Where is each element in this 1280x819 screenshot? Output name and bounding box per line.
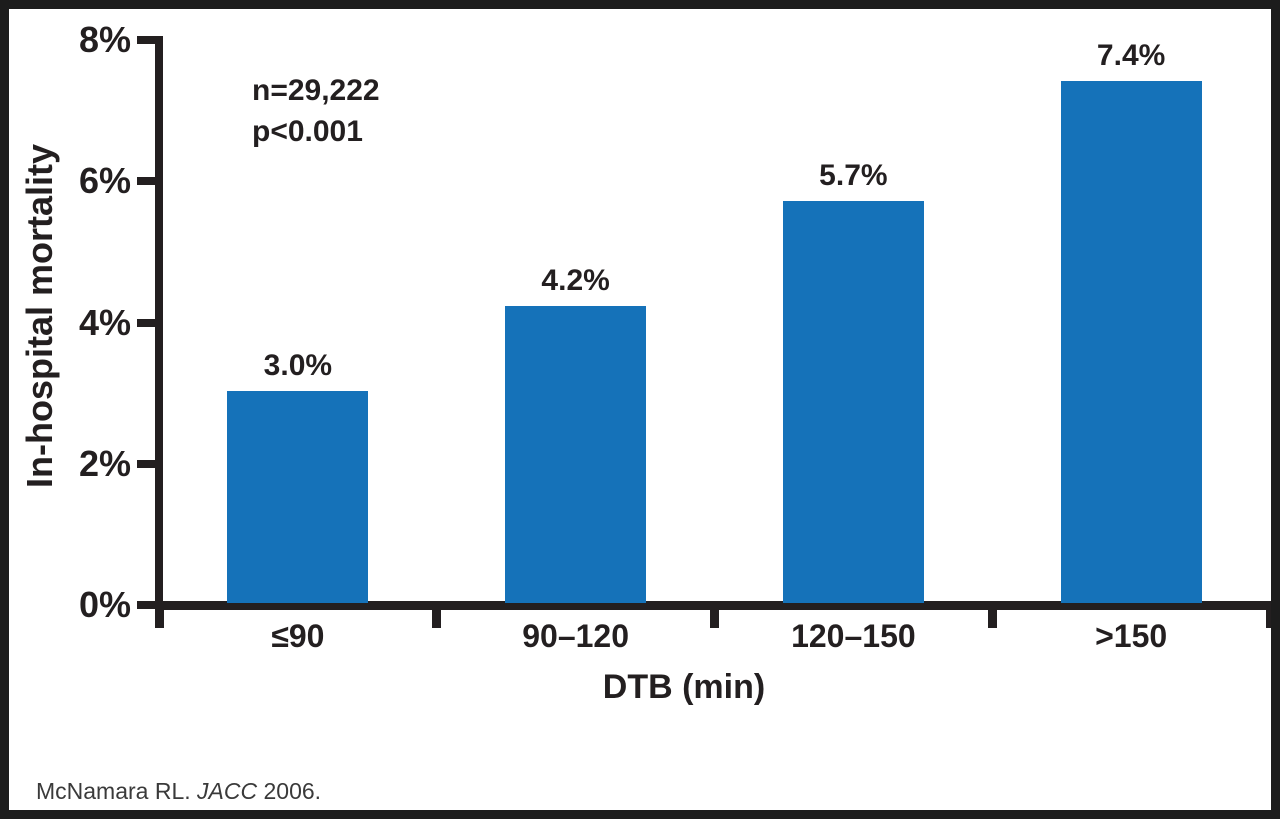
- citation-journal: JACC: [197, 778, 258, 804]
- chart-annotation: n=29,222 p<0.001: [252, 70, 380, 152]
- y-tick: [137, 177, 155, 186]
- y-tick: [137, 36, 155, 45]
- x-tick: [987, 601, 997, 628]
- bar-value-label: 5.7%: [819, 158, 888, 192]
- y-tick: [137, 318, 155, 327]
- x-tick: [154, 601, 164, 628]
- citation: McNamara RL. JACC 2006.: [36, 778, 321, 805]
- y-tick-label: 2%: [78, 442, 131, 484]
- x-tick: [432, 601, 442, 628]
- y-axis-line: [155, 36, 163, 622]
- x-category-label: >150: [1095, 618, 1168, 654]
- y-tick-label: 4%: [78, 301, 131, 343]
- annotation-p-value: p<0.001: [252, 115, 363, 148]
- bar: [227, 391, 369, 603]
- x-category-label: 120–150: [791, 618, 916, 654]
- bar-value-label: 3.0%: [263, 349, 333, 383]
- y-tick: [137, 601, 155, 609]
- x-category-label: ≤90: [271, 618, 325, 654]
- bar: [1060, 80, 1202, 603]
- bar: [782, 200, 924, 603]
- x-tick: [710, 601, 719, 628]
- bar-value-label: 7.4%: [1096, 38, 1166, 72]
- annotation-sample-size: n=29,222: [252, 74, 380, 107]
- y-tick-label: 0%: [78, 584, 131, 625]
- citation-year: 2006.: [257, 778, 322, 804]
- bar: [505, 306, 647, 603]
- y-tick-label: 8%: [78, 19, 131, 61]
- y-tick-label: 6%: [78, 160, 131, 202]
- y-tick: [137, 459, 155, 468]
- x-axis-title: DTB (min): [602, 668, 766, 706]
- bar-value-label: 4.2%: [541, 264, 610, 298]
- x-tick: [1265, 601, 1275, 628]
- x-category-label: 90–120: [522, 618, 630, 654]
- citation-author: McNamara RL.: [36, 778, 198, 804]
